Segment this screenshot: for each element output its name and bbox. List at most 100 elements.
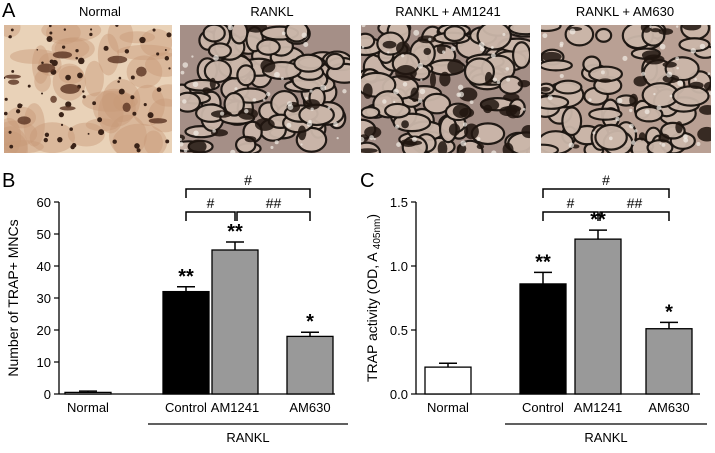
- highlight-dot: [303, 41, 309, 48]
- comparison-label: #: [602, 172, 610, 188]
- x-tick-label: Control: [522, 400, 564, 415]
- comparison-bracket: [542, 211, 599, 221]
- dark-cell: [4, 74, 21, 79]
- osteoclast-cell: [293, 53, 324, 73]
- highlight-dot: [683, 134, 688, 139]
- stain-dot: [134, 143, 140, 149]
- y-tick-label: 30: [37, 291, 51, 306]
- cell-blob: [85, 118, 119, 132]
- stain-dot: [164, 56, 170, 61]
- stain-dot: [15, 109, 21, 114]
- osteoclast-cell: [325, 52, 345, 71]
- stain-dot: [8, 35, 11, 39]
- cell-blob: [98, 92, 124, 134]
- group-label: RANKL: [226, 430, 269, 445]
- bar-chart-trap-activity: 0.0 0.5 1.0 1.5 TRAP activity (OD, A 405nm) N…: [364, 172, 707, 445]
- y-tick-label: 10: [37, 355, 51, 370]
- stain-dot: [41, 61, 44, 65]
- highlight-dot: [677, 80, 683, 87]
- x-tick-label: Normal: [67, 400, 109, 415]
- dark-stain: [362, 83, 373, 99]
- highlight-dot: [694, 78, 697, 81]
- highlight-dot: [274, 71, 280, 78]
- bar-am1241: [211, 249, 259, 395]
- stain-dot: [27, 84, 31, 88]
- dark-stain: [448, 123, 461, 136]
- dark-stain: [658, 133, 670, 143]
- dark-stain: [638, 132, 646, 141]
- significance-star: *: [306, 311, 314, 333]
- highlight-dot: [675, 56, 680, 61]
- stain-dot: [168, 67, 171, 70]
- stain-dot: [143, 103, 147, 107]
- cell-blob: [58, 65, 85, 84]
- highlight-dot: [569, 28, 576, 35]
- cell-blob: [130, 84, 165, 127]
- stain-dot: [17, 103, 23, 109]
- cell-blob: [45, 25, 81, 45]
- micrograph-normal: [4, 25, 172, 153]
- highlight-dot: [653, 92, 656, 96]
- dark-stain: [650, 28, 661, 33]
- highlight-dot: [393, 100, 396, 104]
- highlight-dot: [631, 140, 636, 145]
- highlight-dot: [469, 100, 474, 105]
- highlight-dot: [522, 107, 526, 111]
- osteoclast-cell: [507, 25, 530, 36]
- highlight-dot: [699, 43, 706, 50]
- dark-cell: [37, 63, 56, 73]
- osteoclast-cell: [588, 107, 623, 121]
- highlight-dot: [649, 25, 652, 29]
- dark-stain: [202, 87, 211, 93]
- x-tick-label: AM1241: [574, 400, 622, 415]
- highlight-dot: [502, 33, 506, 37]
- highlight-dot: [506, 77, 511, 82]
- y-tick-label: 0.5: [390, 323, 408, 338]
- dark-cell: [148, 118, 168, 124]
- dark-stain: [633, 76, 648, 87]
- stain-dot: [152, 28, 156, 32]
- highlight-dot: [418, 98, 423, 103]
- x-tick-label: AM630: [289, 400, 330, 415]
- stain-dot: [57, 137, 63, 143]
- dark-stain: [458, 87, 478, 102]
- group-label: RANKL: [584, 430, 627, 445]
- highlight-dot: [457, 84, 464, 91]
- dark-stain: [237, 107, 259, 120]
- osteoclast-cell: [223, 91, 245, 117]
- stain-dot: [156, 87, 162, 92]
- dark-stain: [699, 104, 711, 115]
- osteoclast-cell: [443, 25, 466, 43]
- highlight-dot: [309, 89, 313, 93]
- highlight-dot: [675, 25, 679, 28]
- stain-dot: [89, 32, 93, 37]
- highlight-dot: [592, 131, 596, 135]
- dark-stain: [304, 99, 321, 110]
- stain-dot: [65, 101, 72, 108]
- comparison-bracket: [599, 211, 670, 221]
- y-tick-label: 0: [44, 387, 51, 402]
- dark-stain: [395, 65, 417, 81]
- y-tick-label: 1.0: [390, 259, 408, 274]
- comparison-label: #: [207, 195, 215, 211]
- bar-normal: [424, 366, 472, 395]
- highlight-dot: [419, 88, 426, 95]
- stain-dot: [82, 95, 86, 99]
- highlight-dot: [393, 88, 399, 95]
- highlight-dot: [287, 104, 294, 111]
- highlight-dot: [690, 47, 696, 54]
- dark-cell: [59, 106, 76, 111]
- stain-dot: [90, 28, 93, 31]
- stain-dot: [147, 112, 154, 119]
- highlight-dot: [252, 98, 257, 102]
- stain-dot: [82, 90, 85, 93]
- osteoclast-cell: [671, 85, 710, 107]
- stain-dot: [70, 144, 75, 150]
- highlight-dot: [280, 76, 284, 81]
- dark-stain: [640, 25, 652, 33]
- osteoclast-cell: [541, 25, 562, 33]
- micro-title-rankl-am1241: RANKL + AM1241: [395, 4, 501, 19]
- dark-stain: [476, 144, 485, 150]
- stain-dot: [130, 75, 135, 80]
- stain-dot: [156, 52, 160, 56]
